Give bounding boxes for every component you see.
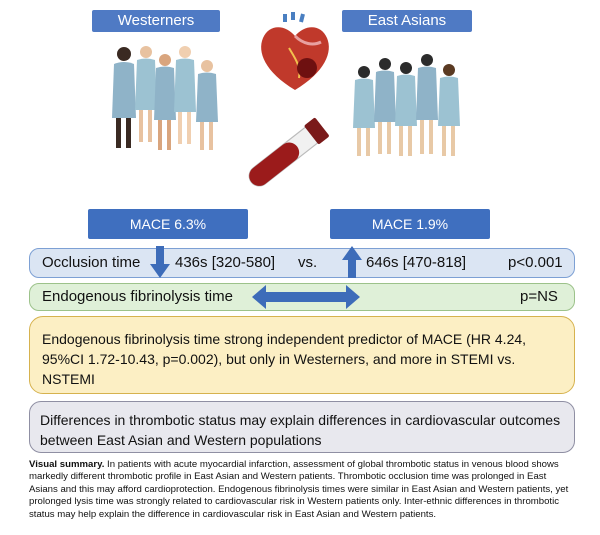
patient-figure [135, 46, 157, 142]
predictor-box: Endogenous fibrinolysis time strong inde… [29, 316, 575, 394]
mace-westerners-badge: MACE 6.3% [88, 209, 248, 239]
patient-figure [174, 46, 196, 144]
east-asians-patients-illustration [353, 54, 460, 156]
occlusion-time-band [29, 248, 575, 278]
patient-figure [353, 66, 375, 156]
arrow-down-icon [150, 246, 170, 278]
westerners-patients-illustration [112, 46, 218, 150]
east-asians-label: East Asians [342, 10, 472, 32]
patient-figure [374, 58, 396, 154]
visual-summary-body: In patients with acute myocardial infarc… [29, 459, 569, 520]
westerners-label: Westerners [92, 10, 220, 32]
patient-figure [196, 60, 218, 150]
occlusion-vs: vs. [298, 254, 318, 271]
heart-icon [261, 12, 329, 90]
double-arrow-icon [252, 285, 360, 309]
occlusion-east-value: 646s [470-818] [366, 254, 467, 271]
patient-figure [395, 62, 417, 156]
arrow-up-icon [342, 246, 362, 278]
visual-summary-caption: Visual summary. In patients with acute m… [29, 459, 577, 521]
patient-figure [416, 54, 438, 154]
occlusion-time-label: Occlusion time [42, 254, 141, 271]
occlusion-west-value: 436s [320-580] [175, 254, 276, 271]
occlusion-p-value: p<0.001 [508, 254, 563, 271]
patient-figure [154, 54, 176, 150]
visual-summary-heading: Visual summary. [29, 459, 105, 470]
differences-box: Differences in thrombotic status may exp… [29, 401, 575, 453]
patient-figure-dark [112, 47, 136, 148]
patient-figure [438, 64, 460, 156]
blood-tube-icon [248, 118, 329, 187]
fibrinolysis-label: Endogenous fibrinolysis time [42, 288, 233, 305]
fibrinolysis-p-value: p=NS [520, 288, 558, 305]
mace-east-asians-badge: MACE 1.9% [330, 209, 490, 239]
